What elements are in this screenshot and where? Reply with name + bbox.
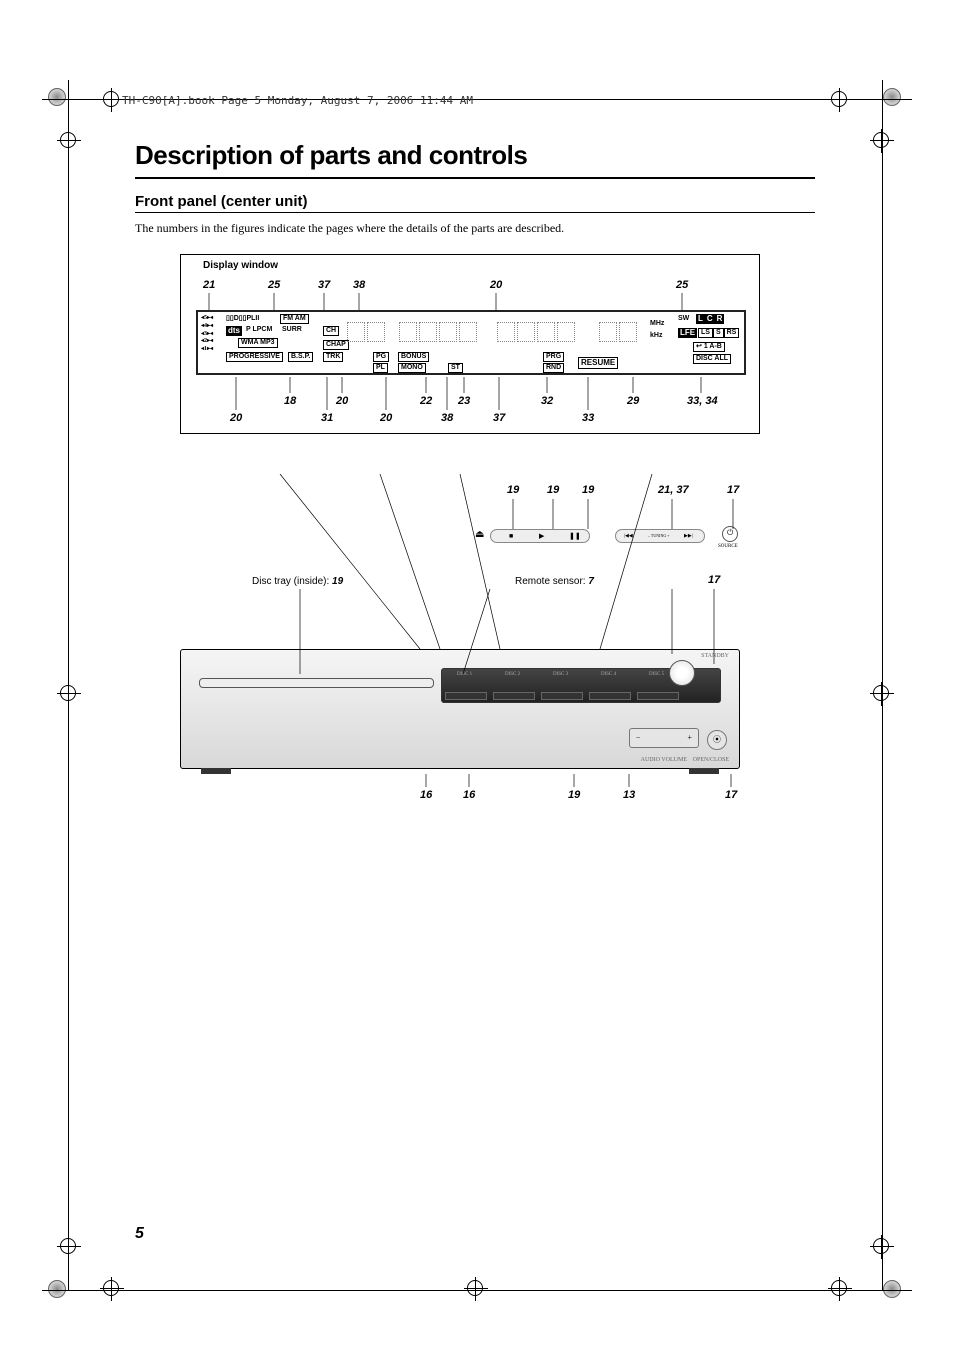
remote-sensor-label: Remote sensor: 7 [515, 576, 594, 587]
callout: 19 [547, 484, 559, 496]
transport-buttons: ■ ▶ ❚❚ [490, 529, 590, 543]
crop-vline-left [68, 80, 69, 1290]
crop-corner-tl [48, 88, 66, 106]
title-rule [135, 177, 815, 179]
callout: 19 [568, 789, 580, 801]
intro-text: The numbers in the figures indicate the … [135, 221, 815, 236]
display-diagram: Display window 21 25 37 38 20 25 ◂5▸◂◂4▸… [180, 254, 760, 434]
page-number: 5 [135, 1225, 144, 1243]
disc-out-icon: ⏏ [475, 529, 484, 540]
crop-vline-right [882, 80, 883, 1290]
section-rule [135, 212, 815, 213]
eject-button: ⦿ [707, 730, 727, 750]
callout: 17 [708, 574, 720, 586]
standby-button [669, 660, 695, 686]
source-btn: ⏻ [722, 526, 738, 542]
callout: 16 [420, 789, 432, 801]
reg-mark-tr2 [873, 132, 889, 148]
volume-control: − + [629, 728, 699, 748]
callout: 13 [623, 789, 635, 801]
crop-corner-tr [883, 88, 901, 106]
callout: 17 [725, 789, 737, 801]
unit-diagram: 19 19 19 21, 37 17 ⏏ ■ ▶ ❚❚ |◀◀ – TUNING… [180, 474, 760, 814]
crop-header-text: TH-C90[A].book Page 5 Monday, August 7, … [122, 94, 473, 107]
reg-mark-bottom [467, 1280, 483, 1296]
top-controls: ⏏ ■ ▶ ❚❚ |◀◀ – TUNING + ▶▶| ⏻ SOURCE [475, 529, 735, 554]
crop-corner-bl [48, 1280, 66, 1298]
standby-label: STANDBY [701, 653, 729, 659]
main-title: Description of parts and controls [135, 140, 815, 171]
callout: 19 [582, 484, 594, 496]
callout: 16 [463, 789, 475, 801]
unit-foot-l [201, 768, 231, 774]
disc-tray-slot [199, 678, 434, 688]
crop-corner-br [883, 1280, 901, 1298]
callout: 21, 37 [658, 484, 689, 496]
disc-tray-label: Disc tray (inside): 19 [252, 576, 343, 587]
source-label: SOURCE [718, 544, 738, 549]
page-content: Description of parts and controls Front … [135, 140, 815, 814]
reg-mark-br2 [831, 1280, 847, 1296]
section-title: Front panel (center unit) [135, 193, 815, 210]
crop-hline-bot [42, 1290, 912, 1291]
callout: 17 [727, 484, 739, 496]
reg-mark-br3 [873, 1238, 889, 1254]
unit-foot-r [689, 768, 719, 774]
unit-body: DISC 1 DISC 2 DISC 3 DISC 4 DISC 5 STAND… [180, 649, 740, 769]
reg-mark-right [873, 685, 889, 701]
tuning-buttons: |◀◀ – TUNING + ▶▶| [615, 529, 705, 543]
callout-lines-display [181, 255, 761, 435]
reg-mark-bl2 [103, 1280, 119, 1296]
callout: 19 [507, 484, 519, 496]
